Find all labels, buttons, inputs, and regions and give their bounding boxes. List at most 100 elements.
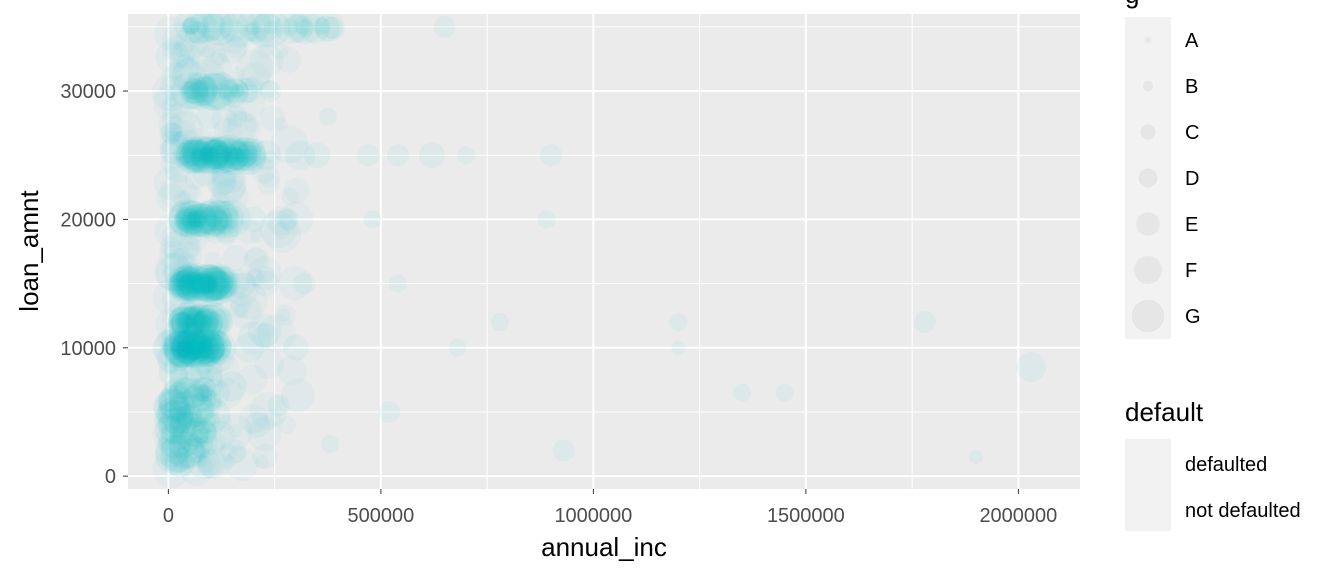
data-point: [159, 134, 194, 169]
data-point: [207, 149, 222, 164]
data-point: [202, 311, 225, 334]
data-point: [190, 200, 229, 239]
data-point: [172, 190, 191, 209]
data-point: [193, 72, 232, 111]
data-point: [172, 412, 211, 451]
data-point: [182, 140, 213, 171]
data-point: [418, 142, 445, 169]
data-point: [217, 211, 236, 230]
data-point: [180, 81, 203, 104]
data-point: [228, 424, 242, 438]
data-point: [191, 135, 230, 174]
data-point: [200, 369, 215, 384]
data-point: [279, 201, 314, 236]
data-point: [182, 203, 217, 238]
data-point: [176, 138, 210, 173]
data-point: [218, 77, 249, 108]
data-point: [168, 306, 198, 337]
data-point: [184, 305, 223, 343]
data-point: [190, 335, 213, 358]
data-point: [175, 278, 190, 293]
data-point: [199, 389, 222, 412]
data-point: [177, 334, 208, 365]
data-point: [160, 424, 179, 443]
data-point: [182, 338, 205, 361]
legend-label-a: A: [1185, 30, 1199, 52]
data-point: [671, 340, 686, 355]
data-point: [256, 265, 275, 284]
data-point: [165, 165, 180, 180]
data-point: [198, 384, 213, 399]
data-point: [219, 84, 234, 99]
data-point: [196, 21, 211, 36]
y-axis-title: loan_amnt: [14, 190, 44, 312]
data-point: [173, 42, 187, 57]
data-point: [224, 447, 259, 482]
data-point: [202, 330, 237, 365]
data-point: [196, 14, 227, 41]
data-point: [191, 76, 222, 106]
data-point: [283, 177, 310, 204]
data-point: [183, 202, 218, 237]
data-point: [199, 146, 218, 165]
data-point: [178, 423, 209, 454]
data-point: [208, 213, 223, 228]
data-point: [213, 414, 232, 432]
data-point: [179, 145, 202, 168]
data-point: [199, 147, 214, 162]
data-point: [199, 137, 238, 176]
data-point: [202, 137, 225, 160]
data-point: [202, 52, 233, 83]
data-point: [168, 54, 203, 89]
data-point: [179, 138, 214, 173]
data-point: [552, 439, 575, 462]
data-point: [186, 380, 209, 403]
data-point: [203, 200, 238, 235]
data-point: [156, 424, 183, 451]
data-point: [212, 199, 251, 238]
data-point: [180, 17, 199, 36]
data-point: [246, 21, 261, 36]
data-point: [154, 436, 193, 475]
data-point: [249, 391, 288, 430]
data-point: [278, 416, 297, 435]
data-point: [184, 266, 219, 301]
data-point: [207, 209, 230, 232]
data-point: [182, 16, 201, 35]
data-point: [159, 130, 186, 157]
data-point: [206, 270, 233, 297]
data-point: [197, 335, 236, 374]
data-point: [186, 329, 225, 368]
data-point: [183, 140, 210, 167]
data-point: [175, 404, 198, 427]
data-point: [186, 339, 201, 354]
data-point: [197, 451, 224, 478]
data-point: [180, 364, 203, 386]
data-point: [165, 110, 204, 149]
data-point: [196, 340, 223, 366]
data-point: [218, 207, 240, 230]
data-point: [189, 76, 216, 103]
data-point: [165, 377, 188, 400]
data-point: [191, 336, 213, 359]
data-point: [166, 399, 181, 414]
data-point: [199, 146, 214, 161]
data-point: [195, 302, 233, 341]
data-point: [175, 139, 206, 170]
data-point: [166, 365, 189, 388]
data-point: [181, 334, 207, 361]
data-point: [182, 127, 217, 162]
data-point: [159, 76, 182, 99]
data-point: [186, 90, 205, 109]
data-point: [263, 149, 278, 164]
data-point: [192, 413, 207, 428]
data-point: [196, 355, 223, 381]
data-point: [198, 205, 229, 236]
data-point: [170, 411, 193, 434]
data-point: [195, 35, 218, 58]
data-point: [189, 274, 216, 301]
data-point: [164, 93, 179, 108]
data-point: [226, 36, 248, 59]
data-point: [238, 404, 269, 434]
data-point: [186, 331, 217, 362]
